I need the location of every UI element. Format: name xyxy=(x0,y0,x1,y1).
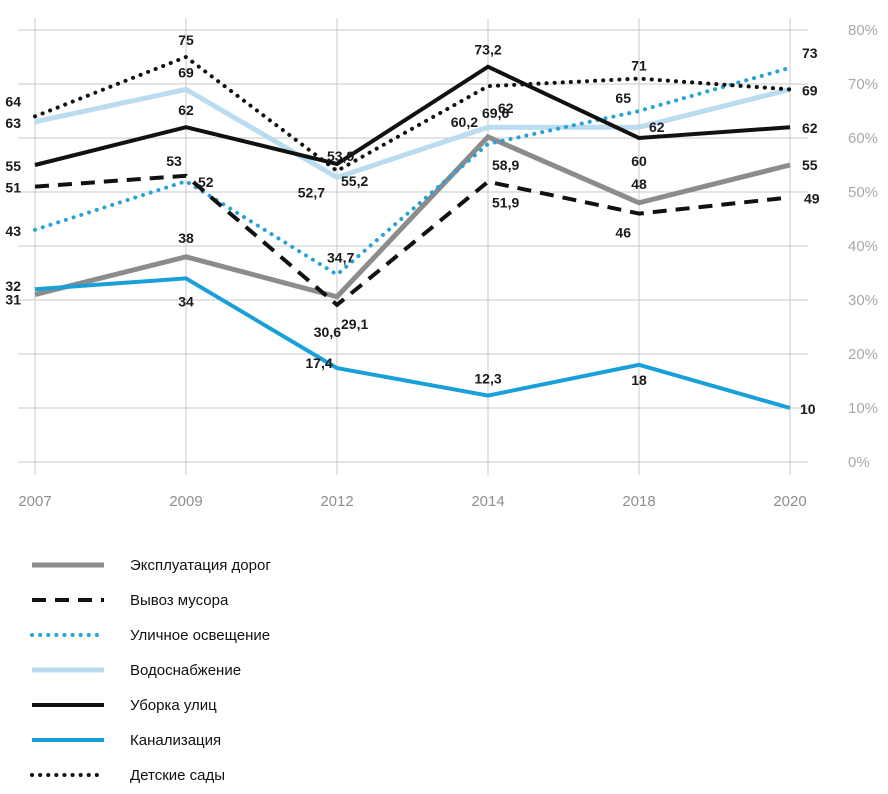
data-label: 75 xyxy=(178,32,194,48)
data-label: 62 xyxy=(649,119,665,135)
data-label: 62 xyxy=(498,100,514,116)
data-label: 58,9 xyxy=(492,157,519,173)
data-label: 53,9 xyxy=(327,148,354,164)
y-tick-label: 70% xyxy=(848,76,878,93)
data-label: 34 xyxy=(178,293,194,309)
y-tick-label: 80% xyxy=(848,22,878,39)
data-label: 51,9 xyxy=(492,195,519,211)
data-label: 29,1 xyxy=(341,316,368,332)
data-label: 55,2 xyxy=(341,173,368,189)
series-line-5 xyxy=(34,276,791,410)
data-label: 38 xyxy=(178,230,194,246)
legend-item: Канализация xyxy=(32,732,221,749)
legend-item: Эксплуатация дорог xyxy=(32,557,271,574)
data-label: 55 xyxy=(802,157,818,173)
data-label: 48 xyxy=(631,176,647,192)
data-label: 63 xyxy=(5,115,21,131)
data-label: 30,6 xyxy=(314,324,341,340)
legend-item: Детские сады xyxy=(30,767,225,784)
legend-label: Водоснабжение xyxy=(130,662,241,679)
legend-label: Уборка улиц xyxy=(130,697,217,714)
legend-item: Уборка улиц xyxy=(32,697,217,714)
x-axis-ticks: 2007 2009 2012 2014 2018 2020 xyxy=(18,493,806,510)
x-tick-label: 2012 xyxy=(320,493,353,510)
data-label: 18 xyxy=(631,372,647,388)
data-label: 52 xyxy=(198,174,214,190)
data-label: 53 xyxy=(166,153,182,169)
y-tick-label: 50% xyxy=(848,184,878,201)
data-label: 62 xyxy=(178,102,194,118)
y-tick-label: 10% xyxy=(848,400,878,417)
data-label: 64 xyxy=(5,93,21,109)
data-label: 60,2 xyxy=(451,114,478,130)
legend-label: Уличное освещение xyxy=(130,627,270,644)
legend-label: Канализация xyxy=(130,732,221,749)
y-axis-ticks: 0% 10% 20% 30% 40% 50% 60% 70% 80% xyxy=(848,22,878,471)
legend-item: Водоснабжение xyxy=(32,662,241,679)
legend-item: Вывоз мусора xyxy=(32,592,229,609)
grid xyxy=(18,18,808,475)
data-label: 34,7 xyxy=(327,250,354,266)
y-tick-label: 20% xyxy=(848,346,878,363)
data-label: 69 xyxy=(178,64,194,80)
data-label: 46 xyxy=(615,225,631,241)
data-label: 55 xyxy=(5,158,21,174)
data-label: 65 xyxy=(615,90,631,106)
data-label: 69,6 xyxy=(482,105,509,121)
series-line-6 xyxy=(33,54,792,174)
data-label: 32 xyxy=(5,278,21,294)
data-label: 51 xyxy=(5,180,21,196)
x-tick-label: 2009 xyxy=(169,493,202,510)
series-lines xyxy=(33,54,792,410)
series-line-0 xyxy=(34,133,791,300)
legend-label: Эксплуатация дорог xyxy=(130,557,271,574)
legend-label: Детские сады xyxy=(130,767,225,784)
x-tick-label: 2007 xyxy=(18,493,51,510)
y-tick-label: 30% xyxy=(848,292,878,309)
legend: Эксплуатация дорог Вывоз мусора Уличное ос… xyxy=(30,557,271,784)
data-label: 62 xyxy=(802,120,818,136)
data-label: 73,2 xyxy=(474,42,501,58)
data-label: 71 xyxy=(631,58,647,74)
y-tick-label: 60% xyxy=(848,130,878,147)
x-tick-label: 2014 xyxy=(471,493,504,510)
data-label: 49 xyxy=(804,190,820,206)
series-line-3 xyxy=(34,86,791,181)
data-label: 52,7 xyxy=(298,184,325,200)
y-tick-label: 40% xyxy=(848,238,878,255)
data-label: 60 xyxy=(631,153,647,169)
data-label: 10 xyxy=(800,401,816,417)
data-label: 31 xyxy=(5,292,21,308)
series-line-1 xyxy=(34,173,791,308)
legend-item: Уличное освещение xyxy=(30,627,270,644)
series-line-4 xyxy=(34,64,791,167)
legend-label: Вывоз мусора xyxy=(130,592,229,609)
data-label: 69 xyxy=(802,82,818,98)
data-label: 12,3 xyxy=(474,371,501,387)
x-tick-label: 2020 xyxy=(773,493,806,510)
data-label: 17,4 xyxy=(305,355,332,371)
data-labels: 31 38 30,6 60,2 48 55 51 53 29,1 51,9 46 49 43 52 34,7… xyxy=(5,32,819,417)
x-tick-label: 2018 xyxy=(622,493,655,510)
y-tick-label: 0% xyxy=(848,454,870,471)
data-label: 73 xyxy=(802,45,818,61)
data-label: 43 xyxy=(5,223,21,239)
series-line-2 xyxy=(33,65,792,278)
